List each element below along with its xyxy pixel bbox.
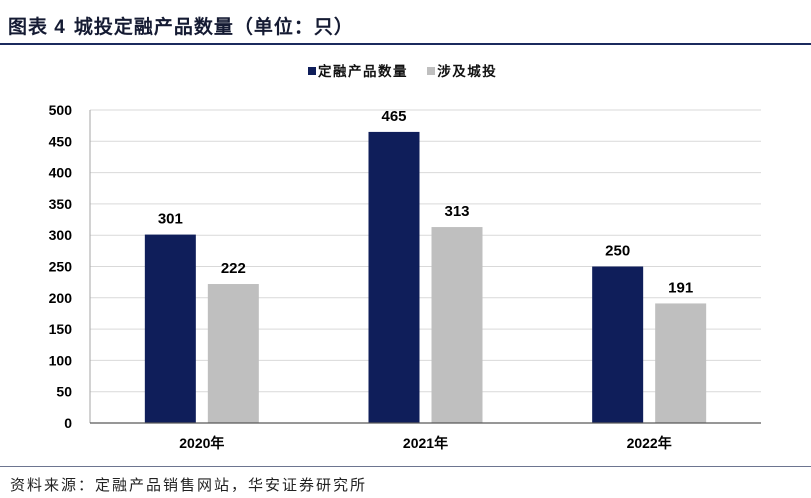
y-tick-label-350: 350	[49, 196, 73, 212]
x-tick-label-1: 2020年	[179, 435, 224, 451]
y-tick-label-50: 50	[56, 384, 72, 400]
legend-swatch-series-1	[308, 67, 316, 75]
data-label-series-2-category-1: 222	[221, 260, 246, 277]
chart-legend: 定融产品数量 涉及城投	[308, 64, 497, 80]
data-label-series-2-category-2: 313	[444, 203, 469, 220]
title-rule	[0, 43, 811, 45]
y-tick-label-300: 300	[49, 227, 73, 243]
bar-series-1-category-3	[592, 266, 644, 423]
bar-series-2-category-2	[431, 227, 483, 423]
data-label-series-1-category-1: 301	[158, 211, 183, 228]
data-label-series-1-category-2: 465	[381, 108, 406, 125]
footer-rule	[0, 466, 811, 467]
chart-title: 城投定融产品数量（单位：只）	[73, 17, 354, 38]
y-tick-label-0: 0	[64, 415, 72, 431]
figure-label: 图表 4	[8, 17, 66, 38]
source-note: 资料来源：定融产品销售网站，华安证券研究所	[10, 476, 368, 494]
bar-series-2-category-1	[207, 284, 259, 423]
y-tick-label-500: 500	[49, 102, 73, 118]
bar-series-1-category-2	[368, 131, 420, 423]
bar-series-1-category-1	[144, 234, 196, 423]
figure-title: 图表 4 城投定融产品数量（单位：只）	[8, 18, 354, 38]
bar-series-2-category-3	[655, 303, 707, 423]
y-tick-label-200: 200	[49, 290, 73, 306]
y-tick-label-450: 450	[49, 133, 73, 149]
x-tick-label-3: 2022年	[627, 435, 672, 451]
x-tick-label-2: 2021年	[403, 435, 448, 451]
legend-swatch-series-2	[427, 67, 436, 75]
y-tick-label-400: 400	[49, 165, 73, 181]
y-tick-label-250: 250	[49, 259, 73, 275]
data-label-series-2-category-3: 191	[668, 279, 693, 296]
legend-label-series-1: 定融产品数量	[318, 64, 408, 79]
legend-label-series-2: 涉及城投	[437, 64, 498, 79]
legend-item-series-2: 涉及城投	[427, 64, 497, 80]
data-label-series-1-category-3: 250	[605, 243, 630, 260]
y-tick-label-150: 150	[49, 321, 73, 337]
legend-item-series-1: 定融产品数量	[308, 64, 408, 80]
y-tick-label-100: 100	[49, 352, 73, 368]
